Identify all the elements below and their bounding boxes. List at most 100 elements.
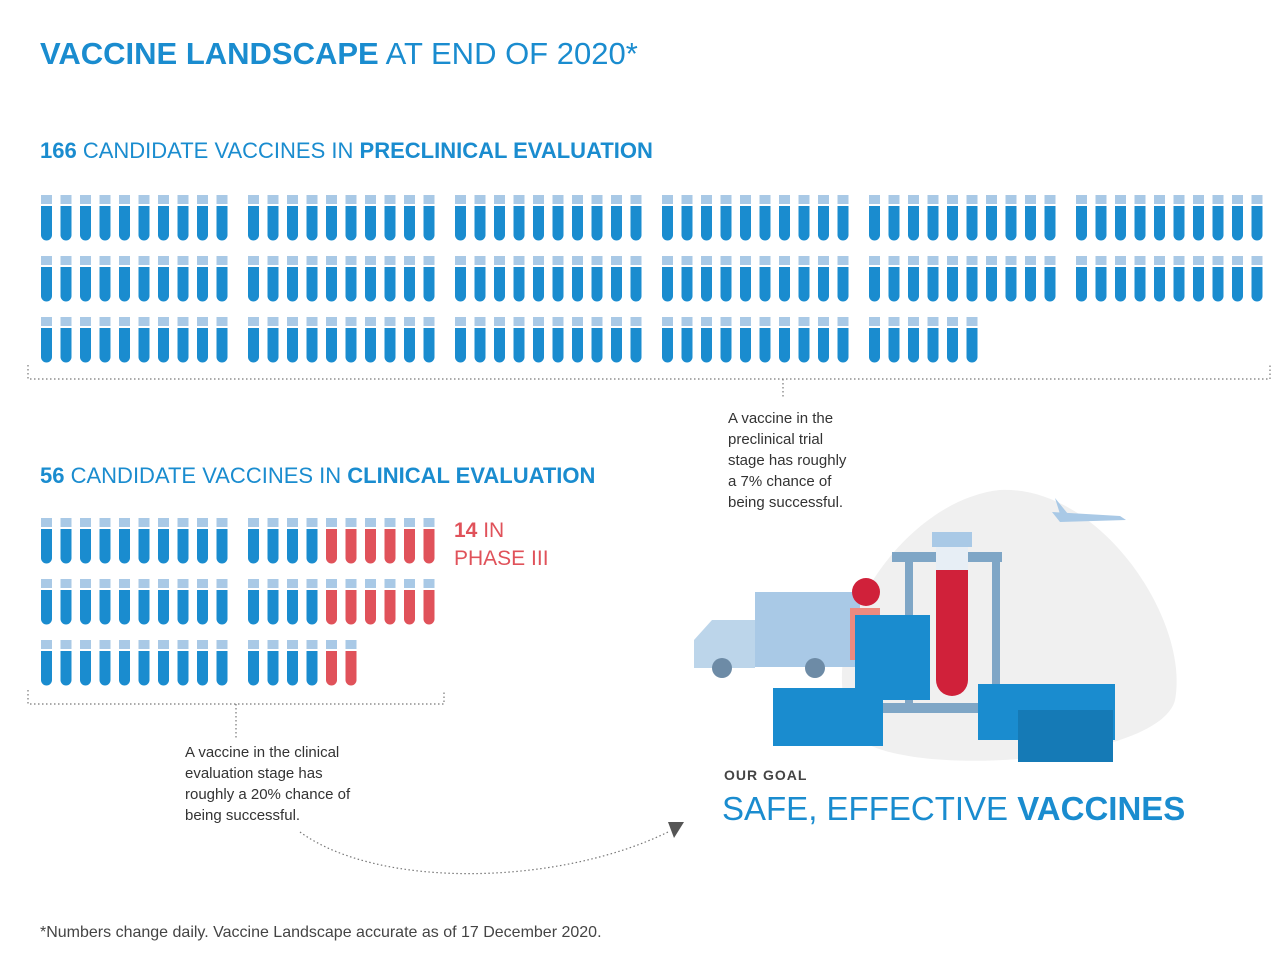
tube-body (99, 328, 111, 363)
tube (1115, 256, 1126, 302)
tube-body (216, 328, 228, 363)
tube (662, 256, 673, 302)
tube-cap (888, 195, 900, 204)
tube-body (158, 590, 169, 625)
tube (60, 640, 72, 686)
tube-body (197, 590, 208, 625)
tube (345, 195, 357, 241)
tube-cap (1134, 256, 1146, 265)
tube-cap (1095, 195, 1107, 204)
tube-cap (99, 518, 111, 527)
tube (572, 256, 583, 302)
tube-cap (513, 317, 525, 326)
tube-cap (720, 256, 732, 265)
tube-body (267, 529, 279, 564)
arrow-head (668, 822, 684, 838)
tube-body (119, 590, 130, 625)
tube-cap (888, 256, 900, 265)
tube (966, 317, 978, 363)
tube-cap (611, 256, 622, 265)
tube-body (1005, 206, 1017, 241)
tube-body (1095, 206, 1107, 241)
tube-body (216, 529, 228, 564)
tube-body (1115, 206, 1126, 241)
tube-body (630, 328, 642, 363)
tube (818, 317, 829, 363)
tube-cap (41, 518, 52, 527)
tube-cap (513, 256, 525, 265)
preclinical-count: 166 (40, 138, 77, 163)
tube (494, 256, 505, 302)
tube-cap (119, 640, 130, 649)
tube-cap (177, 518, 189, 527)
tube-body (681, 206, 693, 241)
tube-cap (455, 256, 466, 265)
tube-body (384, 590, 396, 625)
tube-cap (552, 256, 564, 265)
tube-body (177, 529, 189, 564)
tube-body (99, 206, 111, 241)
tube-cap (197, 640, 208, 649)
tube (80, 640, 91, 686)
tube (326, 195, 337, 241)
tube-cap (177, 579, 189, 588)
tube-body (365, 529, 377, 564)
tube-body (494, 328, 505, 363)
tube (248, 640, 259, 686)
tube (720, 256, 732, 302)
goal-heading: SAFE, EFFECTIVE VACCINES (722, 790, 1185, 827)
tube-body (908, 267, 919, 302)
clinical-note: being successful. (185, 807, 300, 824)
tube (365, 195, 377, 241)
tube (552, 317, 564, 363)
tube-cap (384, 195, 396, 204)
tube-cap (701, 317, 712, 326)
tube-body (216, 651, 228, 686)
tube (287, 317, 298, 363)
tube (1193, 256, 1204, 302)
tube-body (1115, 267, 1126, 302)
tube-cap (60, 579, 72, 588)
tube (345, 579, 357, 625)
tube (798, 256, 810, 302)
tube-body (80, 590, 91, 625)
tube-body (759, 328, 771, 363)
tube (986, 256, 997, 302)
tube-body (41, 206, 52, 241)
tube-cap (177, 256, 189, 265)
tube-body (80, 267, 91, 302)
tube-body (533, 206, 544, 241)
tube-cap (248, 518, 259, 527)
tube-cap (818, 256, 829, 265)
tube-cap (720, 195, 732, 204)
tube-cap (119, 579, 130, 588)
tube-cap (513, 195, 525, 204)
tube-body (986, 267, 997, 302)
tube (216, 256, 228, 302)
title-bold: VACCINE LANDSCAPE (40, 36, 379, 71)
tube-cap (947, 317, 958, 326)
clinical-note: A vaccine in the clinical (185, 744, 339, 761)
tube-body (287, 206, 298, 241)
tube-body (345, 651, 357, 686)
tube (1095, 256, 1107, 302)
tube-body (947, 206, 958, 241)
tube (701, 256, 712, 302)
tube (1154, 195, 1165, 241)
tube-body (1251, 267, 1263, 302)
tube (248, 518, 259, 564)
tube-cap (404, 518, 415, 527)
tube-body (119, 267, 130, 302)
tube-body (287, 529, 298, 564)
tube-cap (423, 518, 435, 527)
tube-cap (60, 518, 72, 527)
tube (1212, 256, 1224, 302)
tube-cap (533, 256, 544, 265)
tube (99, 317, 111, 363)
tube-cap (287, 579, 298, 588)
tube-body (119, 651, 130, 686)
tube (888, 195, 900, 241)
tube-cap (837, 256, 849, 265)
tube (41, 640, 52, 686)
tube-body (423, 267, 435, 302)
